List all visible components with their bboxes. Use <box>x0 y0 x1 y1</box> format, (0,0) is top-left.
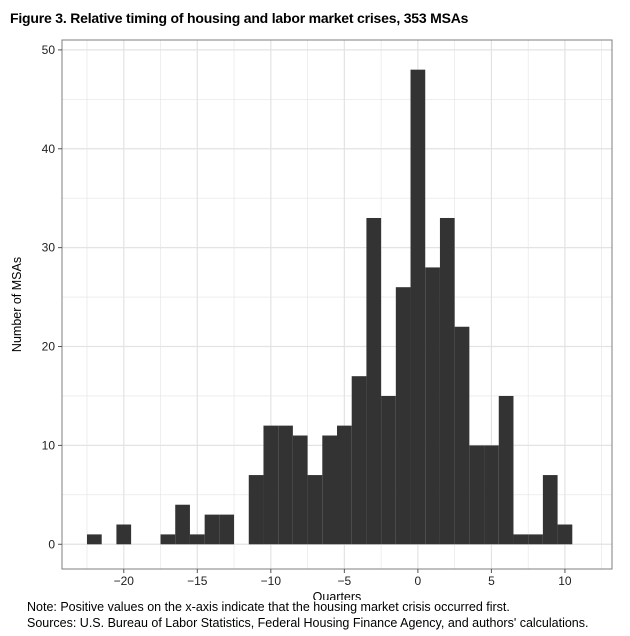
x-tick-label: 5 <box>488 574 495 588</box>
histogram-bar <box>204 514 220 545</box>
histogram-chart: −20 −15 −10 −5 0 5 10 0 10 20 30 40 50 Quarters Num… <box>10 39 613 600</box>
x-tick-label: −5 <box>338 574 352 588</box>
x-axis-title: Quarters <box>313 590 362 600</box>
histogram-bar <box>116 524 132 545</box>
histogram-bar <box>410 69 426 545</box>
histogram-bar <box>439 217 455 545</box>
histogram-bar <box>528 534 543 545</box>
histogram-bar <box>366 217 382 545</box>
x-tick-label: 0 <box>415 574 422 588</box>
histogram-bar <box>484 445 499 545</box>
sources-text: Sources: U.S. Bureau of Labor Statistics… <box>27 616 589 630</box>
histogram-bar <box>469 445 485 545</box>
y-tick-label: 10 <box>42 438 56 452</box>
bars <box>87 69 573 545</box>
y-tick-label: 40 <box>42 142 56 156</box>
histogram-bar <box>381 395 396 545</box>
histogram-bar <box>498 395 514 545</box>
histogram-bar <box>189 534 205 545</box>
y-tick-label: 20 <box>42 340 56 354</box>
histogram-bar <box>557 524 573 545</box>
y-tick-label: 0 <box>48 537 55 551</box>
histogram-bar <box>160 534 176 545</box>
x-tick-labels: −20 −15 −10 −5 0 5 10 <box>114 574 572 588</box>
histogram-bar <box>248 475 264 545</box>
x-tick-label: −10 <box>261 574 282 588</box>
histogram-bar <box>425 267 440 545</box>
histogram-bar <box>87 534 102 545</box>
histogram-bar <box>278 425 293 545</box>
y-tick-labels: 0 10 20 30 40 50 <box>42 43 56 551</box>
histogram-bar <box>454 326 470 545</box>
histogram-bar <box>175 504 190 545</box>
ticks <box>58 49 566 573</box>
y-tick-label: 50 <box>42 43 56 57</box>
histogram-bar <box>337 425 352 545</box>
x-tick-label: 10 <box>558 574 572 588</box>
x-tick-label: −20 <box>114 574 135 588</box>
histogram-bar <box>395 287 411 545</box>
y-axis-title: Number of MSAs <box>10 257 24 352</box>
histogram-bar <box>263 425 279 545</box>
histogram-bar <box>513 534 529 545</box>
plot-frame <box>61 39 613 570</box>
histogram-bar <box>307 475 323 545</box>
note-text: Note: Positive values on the x-axis indi… <box>27 600 510 614</box>
figure-title: Figure 3. Relative timing of housing and… <box>10 10 469 26</box>
histogram-bar <box>292 435 308 545</box>
histogram-bar <box>542 475 558 545</box>
y-tick-label: 30 <box>42 241 56 255</box>
x-tick-label: −15 <box>187 574 208 588</box>
histogram-bar <box>322 435 337 545</box>
histogram-bar <box>219 514 235 545</box>
histogram-bar <box>351 376 367 545</box>
